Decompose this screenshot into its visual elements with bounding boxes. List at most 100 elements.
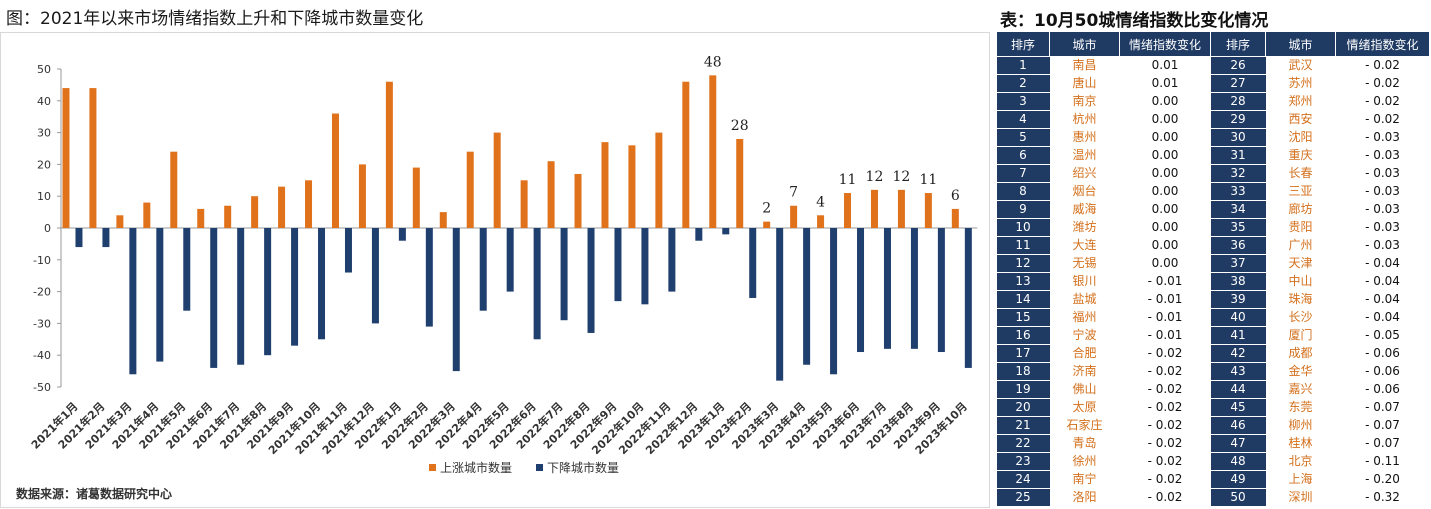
- rank-cell: 41: [1210, 326, 1266, 345]
- falling-city-bar: [830, 228, 838, 375]
- change-cell: - 0.02: [1119, 452, 1211, 471]
- change-cell: - 0.02: [1335, 92, 1430, 111]
- rising-count-label: 48: [704, 54, 722, 70]
- city-cell: 潍坊: [1049, 218, 1120, 237]
- falling-city-bar: [749, 228, 757, 298]
- table-row: 2 唐山 0.01 27 苏州 - 0.02: [996, 74, 1430, 93]
- rank-cell: 40: [1210, 308, 1266, 327]
- rank-cell: 4: [996, 110, 1050, 129]
- rising-city-bar: [278, 186, 286, 228]
- rank-cell: 8: [996, 182, 1050, 201]
- change-cell: 0.00: [1119, 236, 1211, 255]
- city-cell: 郑州: [1265, 92, 1336, 111]
- rank-cell: 48: [1210, 452, 1266, 471]
- rank-cell: 28: [1210, 92, 1266, 111]
- table-row: 10 潍坊 0.00 35 贵阳 - 0.03: [996, 218, 1430, 237]
- rising-city-bar: [493, 132, 501, 228]
- rank-cell: 11: [996, 236, 1050, 255]
- header-rank: 排序: [1210, 31, 1266, 57]
- city-cell: 嘉兴: [1265, 380, 1336, 399]
- falling-city-bar: [237, 228, 245, 365]
- y-tick-label: 50: [37, 63, 51, 76]
- falling-city-bar: [398, 228, 406, 241]
- change-cell: - 0.04: [1335, 290, 1430, 309]
- falling-city-bar: [183, 228, 191, 311]
- rank-cell: 47: [1210, 434, 1266, 453]
- table-title: 表：10月50城情绪指数比变化情况: [1000, 11, 1269, 31]
- city-cell: 大连: [1049, 236, 1120, 255]
- rising-count-label: 4: [816, 194, 825, 210]
- change-cell: - 0.04: [1335, 272, 1430, 291]
- rising-city-bar: [547, 161, 555, 228]
- city-cell: 烟台: [1049, 182, 1120, 201]
- rising-city-bar: [224, 205, 232, 228]
- rising-city-bar: [763, 221, 771, 228]
- falling-city-bar: [102, 228, 110, 248]
- city-cell: 贵阳: [1265, 218, 1336, 237]
- falling-city-bar: [156, 228, 164, 362]
- change-cell: - 0.03: [1335, 182, 1430, 201]
- table-row: 12 无锡 0.00 37 天津 - 0.04: [996, 254, 1430, 273]
- city-cell: 金华: [1265, 362, 1336, 381]
- change-cell: - 0.02: [1119, 434, 1211, 453]
- rank-cell: 1: [996, 56, 1050, 75]
- rising-city-bar: [89, 88, 97, 228]
- table-row: 23 徐州 - 0.02 48 北京 - 0.11: [996, 452, 1430, 471]
- table-row: 16 宁波 - 0.01 41 厦门 - 0.05: [996, 326, 1430, 345]
- rank-cell: 17: [996, 344, 1050, 363]
- falling-city-bar: [129, 228, 137, 375]
- rising-city-bar: [655, 132, 663, 228]
- rank-cell: 2: [996, 74, 1050, 93]
- city-cell: 柳州: [1265, 416, 1336, 435]
- falling-city-bar: [560, 228, 568, 321]
- city-cell: 威海: [1049, 200, 1120, 219]
- change-cell: - 0.07: [1335, 416, 1430, 435]
- falling-city-bar: [803, 228, 811, 365]
- table-row: 9 威海 0.00 34 廊坊 - 0.03: [996, 200, 1430, 219]
- change-cell: - 0.02: [1119, 398, 1211, 417]
- change-cell: - 0.05: [1335, 326, 1430, 345]
- change-cell: 0.01: [1119, 74, 1211, 93]
- rising-city-bar: [844, 193, 852, 228]
- y-tick-label: -30: [33, 317, 51, 330]
- bar-chart: 50403020100-10-20-30-40-502021年1月2021年2月…: [28, 54, 978, 475]
- rising-city-bar: [358, 164, 366, 228]
- falling-city-bar: [533, 228, 541, 340]
- rank-cell: 27: [1210, 74, 1266, 93]
- rank-cell: 14: [996, 290, 1050, 309]
- rank-cell: 16: [996, 326, 1050, 345]
- city-cell: 合肥: [1049, 344, 1120, 363]
- rank-cell: 7: [996, 164, 1050, 183]
- city-cell: 东莞: [1265, 398, 1336, 417]
- rank-cell: 44: [1210, 380, 1266, 399]
- legend-rising-swatch: [429, 464, 436, 471]
- rising-city-bar: [170, 151, 178, 228]
- rising-city-bar: [601, 142, 609, 228]
- y-tick-label: -50: [33, 381, 51, 394]
- city-cell: 重庆: [1265, 146, 1336, 165]
- legend-falling-swatch: [536, 464, 543, 471]
- table-row: 15 福州 - 0.01 40 长沙 - 0.04: [996, 308, 1430, 327]
- change-cell: - 0.02: [1119, 380, 1211, 399]
- rising-city-bar: [790, 205, 798, 228]
- city-cell: 徐州: [1049, 452, 1120, 471]
- rising-city-bar: [709, 75, 717, 228]
- rising-city-bar: [251, 196, 259, 228]
- rising-city-bar: [520, 180, 528, 228]
- rising-city-bar: [439, 212, 447, 228]
- table-row: 20 太原 - 0.02 45 东莞 - 0.07: [996, 398, 1430, 417]
- change-cell: - 0.06: [1335, 380, 1430, 399]
- city-cell: 沈阳: [1265, 128, 1336, 147]
- change-cell: 0.00: [1119, 146, 1211, 165]
- city-cell: 佛山: [1049, 380, 1120, 399]
- y-tick-label: 0: [44, 222, 51, 235]
- change-cell: - 0.02: [1335, 74, 1430, 93]
- city-cell: 珠海: [1265, 290, 1336, 309]
- city-cell: 南昌: [1049, 56, 1120, 75]
- header-rank: 排序: [996, 31, 1050, 57]
- rank-cell: 23: [996, 452, 1050, 471]
- rank-cell: 9: [996, 200, 1050, 219]
- city-cell: 西安: [1265, 110, 1336, 129]
- city-cell: 宁波: [1049, 326, 1120, 345]
- city-cell: 中山: [1265, 272, 1336, 291]
